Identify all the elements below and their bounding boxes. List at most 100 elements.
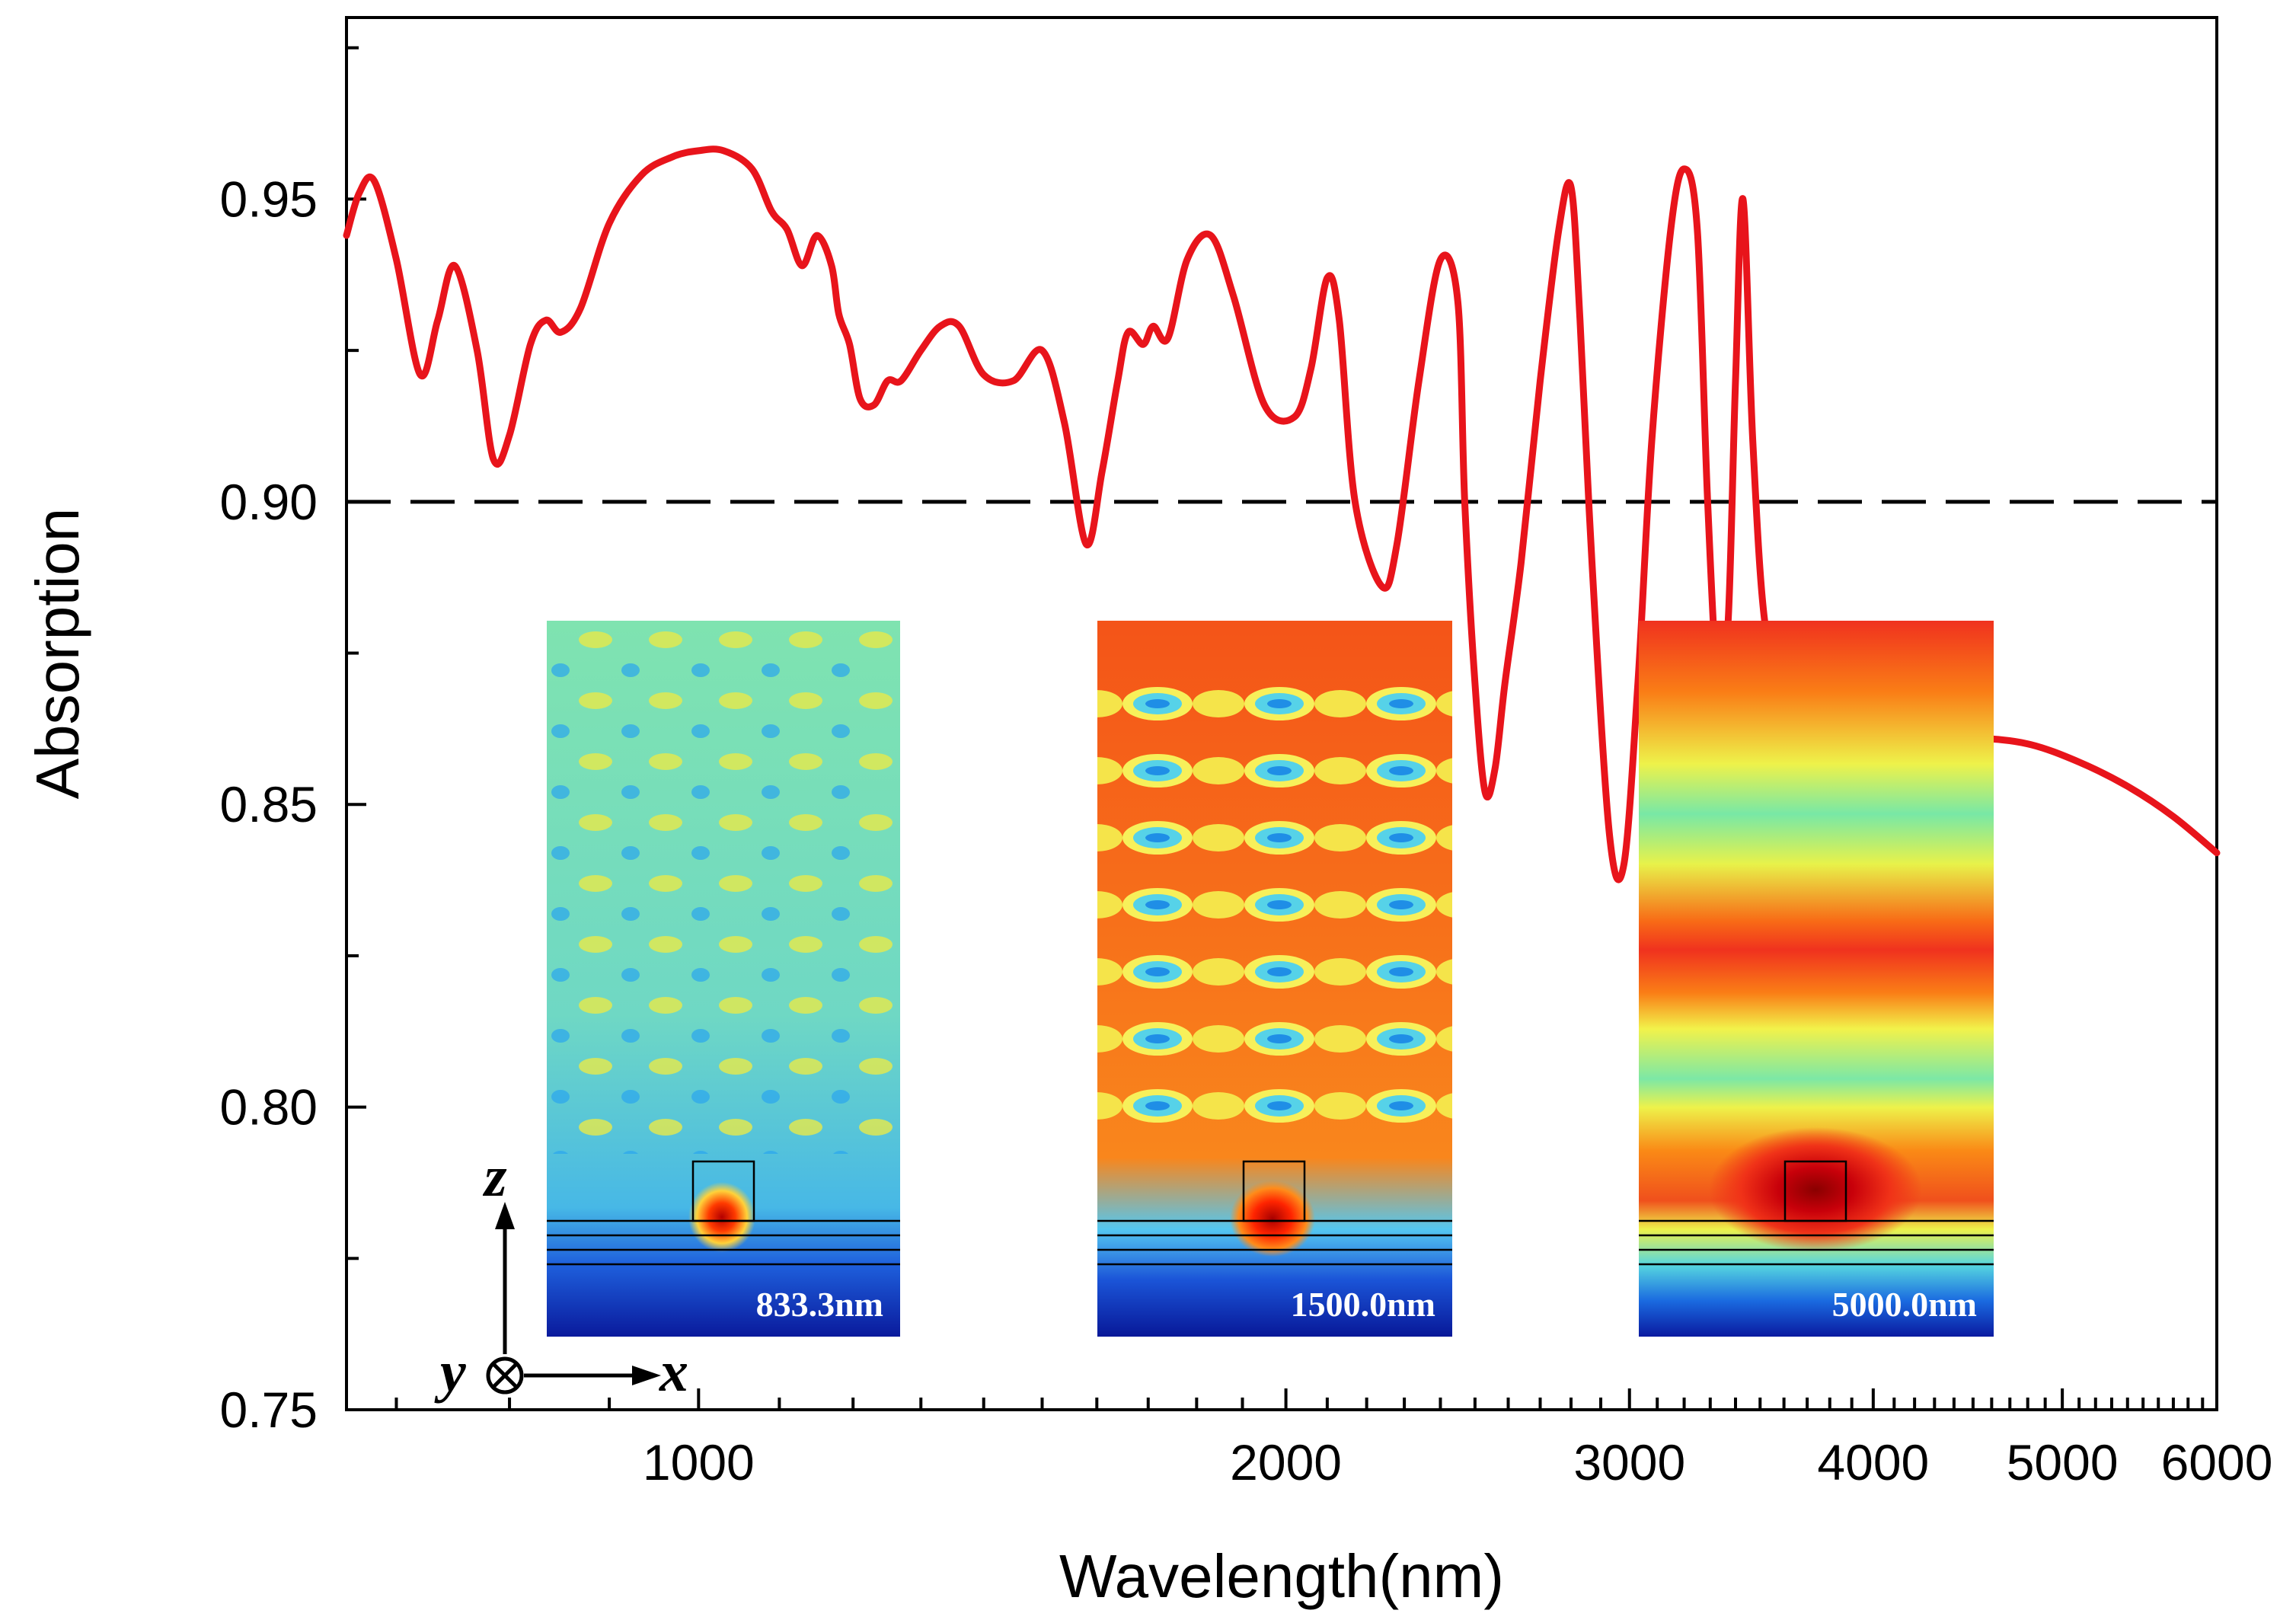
absorption-data-point (1308, 366, 1314, 372)
absorption-data-point (343, 232, 350, 238)
absorption-data-point (720, 148, 726, 154)
absorption-data-point (1732, 378, 1739, 384)
absorption-data-point (543, 317, 549, 323)
absorption-data-point (1668, 226, 1674, 232)
absorption-data-point (981, 372, 987, 378)
absorption-data-point (784, 226, 790, 232)
field-inset-833nm: 833.3nm (547, 621, 900, 1337)
absorption-data-point (1292, 414, 1298, 420)
absorption-data-point (749, 166, 755, 172)
absorption-data-point (372, 178, 378, 184)
inset-2-field-pattern (1097, 655, 1452, 1142)
absorption-data-point (577, 305, 583, 312)
absorption-data-point (1577, 317, 1583, 323)
y-axis-letter: y (434, 1340, 466, 1404)
x-tick-label: 6000 (2161, 1434, 2273, 1490)
y-tick-label: 0.80 (220, 1079, 318, 1136)
absorption-data-point (2076, 759, 2082, 765)
absorption-data-point (506, 432, 513, 438)
absorption-data-point (1461, 499, 1467, 505)
x-axis-letter: x (659, 1340, 688, 1404)
x-axis: 1000 2000 3000 4000 5000 6000 (394, 1388, 2273, 1490)
absorption-data-point (1681, 166, 1688, 172)
absorption-data-point (452, 263, 458, 269)
inset-1-label: 833.3nm (756, 1285, 883, 1324)
absorption-data-point (1394, 542, 1400, 548)
absorption-data-point (768, 208, 774, 214)
absorption-data-point (918, 347, 924, 353)
inset-1-field-pattern (547, 621, 900, 1154)
absorption-data-point (356, 190, 362, 196)
plot-frame (345, 16, 2218, 1411)
absorption-data-point (1231, 293, 1237, 299)
absorption-data-point (1062, 420, 1068, 427)
absorption-data-point (1379, 583, 1385, 589)
absorption-data-point (857, 396, 863, 402)
absorption-data-point (937, 323, 944, 329)
absorption-data-point (394, 257, 400, 263)
absorption-data-point (1261, 402, 1267, 408)
y-tick-label: 0.75 (220, 1382, 318, 1438)
y-axis: 0.75 0.80 0.85 0.90 0.95 (220, 46, 366, 1438)
absorption-data-point (836, 311, 842, 317)
inset-2-hotspot (1230, 1181, 1315, 1257)
absorption-data-point (814, 232, 820, 238)
absorption-data-point (1750, 438, 1756, 444)
absorption-data-point (1482, 789, 1488, 795)
absorption-data-point (898, 378, 904, 384)
absorption-data-point (1694, 226, 1700, 232)
x-axis-title: Wavelength(nm) (1059, 1542, 1504, 1610)
absorption-data-point (2214, 850, 2220, 856)
absorption-data-point (558, 329, 564, 335)
absorption-data-point (2170, 813, 2176, 819)
absorption-data-point (417, 372, 423, 378)
absorption-data-point (799, 263, 805, 269)
inset-2-label: 1500.0nm (1291, 1285, 1435, 1324)
absorption-data-point (1607, 832, 1613, 838)
absorption-data-point (1099, 468, 1105, 474)
absorption-data-point (1649, 438, 1655, 444)
z-axis-letter: z (482, 1145, 507, 1209)
absorption-data-point (1538, 378, 1544, 384)
field-inset-5000nm: 5000.0nm (1639, 621, 1994, 1337)
absorption-data-point (1492, 765, 1498, 772)
coordinate-axes-icon: z y x (434, 1145, 688, 1404)
absorption-data-point (1039, 347, 1046, 353)
absorption-data-point (885, 378, 891, 384)
absorption-data-point (490, 456, 497, 462)
absorption-data-point (956, 323, 963, 329)
absorption-data-point (1518, 559, 1525, 565)
absorption-data-point (1472, 680, 1478, 686)
absorption-data-point (1455, 299, 1461, 305)
absorption-data-point (474, 347, 481, 353)
absorption-data-point (1083, 542, 1089, 548)
z-axis-arrowhead (495, 1202, 515, 1229)
x-tick-label: 2000 (1230, 1434, 1342, 1490)
absorption-data-point (1589, 559, 1595, 565)
absorption-data-point (435, 317, 441, 323)
absorption-data-point (1208, 232, 1214, 238)
absorption-data-point (1165, 335, 1171, 341)
y-axis-cross (492, 1363, 518, 1388)
absorption-data-point (1568, 184, 1574, 190)
inset-3-hotspot (1709, 1127, 1922, 1252)
absorption-data-point (1140, 341, 1146, 347)
absorption-data-point (1621, 862, 1627, 868)
absorption-data-point (2125, 783, 2131, 789)
absorption-data-point (1352, 499, 1358, 505)
y-axis-title: Absorption (24, 508, 91, 799)
x-tick-label: 5000 (2007, 1434, 2119, 1490)
y-tick-label: 0.95 (220, 171, 318, 227)
x-tick-label: 1000 (643, 1434, 755, 1490)
absorption-data-point (1502, 680, 1508, 686)
absorption-data-point (1336, 317, 1343, 323)
absorption-data-point (829, 263, 835, 269)
x-axis-arrowhead (632, 1366, 661, 1385)
inset-1-hotspot (688, 1182, 755, 1252)
absorption-data-point (847, 341, 853, 347)
absorption-data-point (669, 154, 675, 160)
x-tick-label: 3000 (1573, 1434, 1685, 1490)
absorption-data-point (639, 172, 645, 178)
